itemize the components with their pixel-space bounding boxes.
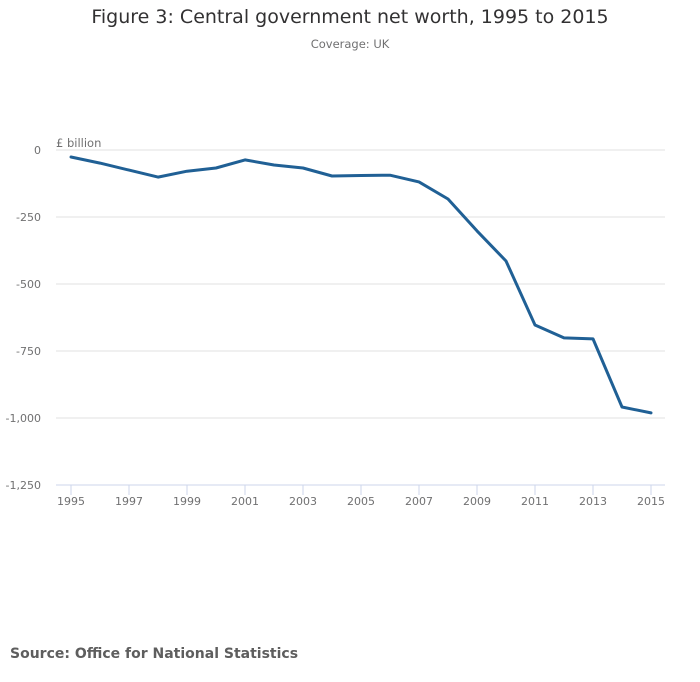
x-tick-label: 2003 [289, 495, 317, 508]
data-point [447, 198, 450, 201]
data-point [389, 174, 392, 177]
x-tick-label: 1995 [57, 495, 85, 508]
y-tick-label: -1,250 [6, 479, 41, 492]
x-tick-label: 1997 [115, 495, 143, 508]
x-tick-label: 2013 [579, 495, 607, 508]
data-point [418, 180, 421, 183]
data-point [360, 174, 363, 177]
data-point [534, 324, 537, 327]
y-axis-unit-label: £ billion [56, 136, 101, 150]
data-point [244, 158, 247, 161]
x-tick-label: 2009 [463, 495, 491, 508]
data-point [331, 174, 334, 177]
data-point [273, 164, 276, 167]
data-point [650, 411, 653, 414]
data-point [302, 166, 305, 169]
x-tick-label: 2005 [347, 495, 375, 508]
data-point [563, 336, 566, 339]
x-tick-label: 2001 [231, 495, 259, 508]
y-axis: 0 -250 -500 -750 -1,000 -1,250 [6, 144, 41, 492]
x-tick-label: 1999 [173, 495, 201, 508]
data-point [476, 229, 479, 232]
data-point [505, 259, 508, 262]
data-point [128, 169, 131, 172]
series-group [69, 155, 653, 415]
x-axis: 1995 1997 1999 2001 2003 2005 2007 2009 2011 2013… [56, 484, 665, 508]
y-tick-label: 0 [34, 144, 41, 157]
chart-title: Figure 3: Central government net worth, … [91, 6, 609, 28]
data-point [70, 155, 73, 158]
y-tick-label: -250 [16, 211, 41, 224]
y-tick-label: -500 [16, 278, 41, 291]
y-tick-label: -1,000 [6, 412, 41, 425]
data-point [186, 170, 189, 173]
data-point [621, 406, 624, 409]
data-point [157, 176, 160, 179]
data-point [215, 166, 218, 169]
data-point [592, 337, 595, 340]
data-point [99, 162, 102, 165]
x-tick-label: 2015 [637, 495, 665, 508]
gridlines [56, 149, 665, 419]
y-tick-label: -750 [16, 345, 41, 358]
source-note: Source: Office for National Statistics [10, 646, 299, 662]
x-tick-label: 2007 [405, 495, 433, 508]
x-tick-label: 2011 [521, 495, 549, 508]
series-line [69, 155, 653, 415]
chart-subtitle: Coverage: UK [310, 37, 390, 51]
